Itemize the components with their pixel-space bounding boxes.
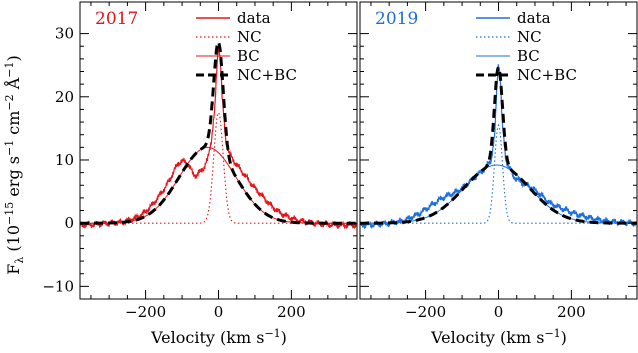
nc-curve <box>360 123 637 224</box>
plot-frame <box>359 1 638 300</box>
y-axis-label: Fλ (10−15 erg s−1 cm−2 Å−1) <box>3 55 26 275</box>
legend-label: NC <box>237 28 262 46</box>
y-tick-label: 0 <box>64 214 74 232</box>
plot-area <box>80 39 357 230</box>
legend-label: BC <box>237 47 260 65</box>
ylabel-main: F <box>4 264 23 275</box>
panel-year-label: 2019 <box>375 9 418 29</box>
x-tick-label: 200 <box>557 303 586 321</box>
x-tick-label: −200 <box>405 303 446 321</box>
xlabel-main: Velocity (km s <box>150 328 264 347</box>
ncbc-fit-line <box>80 39 357 225</box>
xlabel-exp: −1 <box>264 327 280 340</box>
legend-label: NC+BC <box>517 66 577 84</box>
xlabel-end: ) <box>281 328 287 347</box>
legend-label: BC <box>517 47 540 65</box>
plot-area <box>360 63 637 230</box>
ylabel-mid1: erg s <box>4 156 23 202</box>
legend-label: data <box>237 9 271 27</box>
bc-curve <box>80 146 357 224</box>
x-tick-label: 0 <box>214 303 224 321</box>
nc-curve <box>80 111 357 224</box>
y-tick-label: −10 <box>42 277 74 295</box>
ylabel-end: ) <box>4 55 23 61</box>
data-series-line <box>80 45 357 230</box>
ylabel-exp4: −1 <box>3 61 16 77</box>
ylabel-exp3: −2 <box>3 94 16 110</box>
ylabel-rest: (10 <box>4 225 23 257</box>
ylabel-exp1: −15 <box>3 202 16 225</box>
x-axis-label-left: Velocity (km s−1) <box>150 327 287 347</box>
xlabel-exp: −1 <box>544 327 560 340</box>
legend-label: NC+BC <box>237 66 297 84</box>
y-tick-label: 10 <box>55 151 74 169</box>
x-tick-label: 200 <box>277 303 306 321</box>
ylabel-mid3: Å <box>3 77 23 94</box>
ylabel-sub: λ <box>13 257 26 264</box>
x-axis-label-right: Velocity (km s−1) <box>430 327 567 347</box>
xlabel-end: ) <box>561 328 567 347</box>
data-series-line <box>360 64 637 230</box>
y-tick-label: 20 <box>55 88 74 106</box>
ylabel-mid2: cm <box>4 111 23 140</box>
legend-label: data <box>517 9 551 27</box>
x-tick-label: 0 <box>494 303 504 321</box>
bc-curve <box>360 164 637 224</box>
legend-label: NC <box>517 28 542 46</box>
ylabel-exp2: −1 <box>3 140 16 156</box>
y-tick-label: 30 <box>55 25 74 43</box>
xlabel-main: Velocity (km s <box>430 328 544 347</box>
x-tick-label: −200 <box>125 303 166 321</box>
svg-text:Fλ (10−15 erg s−1 cm−2 Å−1): Fλ (10−15 erg s−1 cm−2 Å−1) <box>3 55 26 275</box>
panel-year-label: 2017 <box>95 9 138 29</box>
ncbc-fit-line <box>360 63 637 225</box>
